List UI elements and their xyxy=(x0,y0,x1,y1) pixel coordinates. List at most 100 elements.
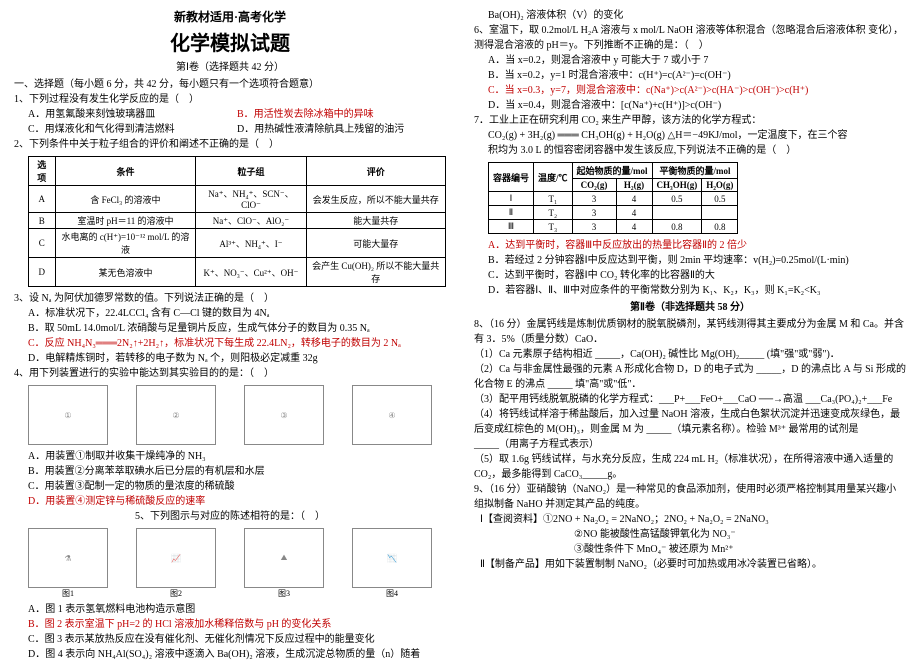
c: CO₂(g) xyxy=(572,179,616,192)
q8-p4b: _____（用离子方程式表示） xyxy=(474,437,906,452)
q9-r3: ③酸性条件下 MnO₄⁻ 被还原为 Mn²⁺ xyxy=(474,542,906,557)
q2-th0: 选项 xyxy=(29,157,56,186)
q3-stem: 3、设 Nₐ 为阿伏加德罗常数的值。下列说法正确的是（ ） xyxy=(14,291,446,306)
q2-th1: 条件 xyxy=(55,157,196,186)
q2-stem: 2、下列条件中关于粒子组合的评价和阐述不正确的是（ ） xyxy=(14,137,446,152)
q6-C: C．当 x=0.3，y=7，则混合溶液中：c(Na⁺)>c(A²⁻)>c(HA⁻… xyxy=(474,83,906,98)
q1-A: A．用氢氟酸来刻蚀玻璃器皿 xyxy=(28,107,237,122)
c: 3 xyxy=(572,220,616,234)
c: 容器编号 xyxy=(489,163,534,192)
q7-stem: 7．工业上正在研究利用 CO₂ 来生产甲醇，该方法的化学方程式： xyxy=(474,113,906,128)
c: 温度/℃ xyxy=(534,163,573,192)
q8-p1: （1）Ca 元素原子结构相近 _____，Ca(OH)₂ 碱性比 Mg(OH)₂… xyxy=(474,347,906,362)
q5-stem: 5、下列图示与对应的陈述相符的是：（ ） xyxy=(14,509,446,524)
header-subtitle: 新教材适用·高考化学 xyxy=(14,8,446,25)
header-title: 化学模拟试题 xyxy=(14,27,446,56)
c: H₂(g) xyxy=(616,179,652,192)
c: 室温时 pH＝11 的溶液中 xyxy=(55,213,196,229)
q3-C: C．反应 NH₄N₃═══2N₂↑+2H₂↑，标准状况下每生成 22.4LN₂，… xyxy=(14,336,446,351)
c: Na⁺、ClO⁻、AlO₂⁻ xyxy=(196,213,306,229)
c: 0.8 xyxy=(702,220,738,234)
q4-fig3: ③ xyxy=(244,385,324,445)
c: Ⅱ xyxy=(489,206,534,220)
l: 图2 xyxy=(137,588,215,599)
c: T₁ xyxy=(534,192,573,206)
q6-B: B．当 x=0.2，y=1 时混合溶液中：c(H⁺)=c(A²⁻)=c(OH⁻) xyxy=(474,68,906,83)
c: K⁺、NO₃⁻、Cu²⁺、OH⁻ xyxy=(196,258,306,287)
c: Na⁺、NH₄⁺、SCN⁻、ClO⁻ xyxy=(196,186,306,213)
q4-fig4: ④ xyxy=(352,385,432,445)
q7-D: D．若容器Ⅰ、Ⅱ、Ⅲ中对应条件的平衡常数分别为 K₁、K₂，K₃，则 K₁=K₂… xyxy=(474,283,906,298)
q4-stem: 4、用下列装置进行的实验中能达到其实验目的的是：（ ） xyxy=(14,366,446,381)
c: 3 xyxy=(572,206,616,220)
c: Al³⁺、NH₄⁺、I⁻ xyxy=(196,229,306,258)
c: 会产生 Cu(OH)₂ 所以不能大量共存 xyxy=(306,258,446,287)
c: 某无色溶液中 xyxy=(55,258,196,287)
q3-D: D．电解精炼铜时，若转移的电子数为 Nₐ 个，则阳极必定减重 32g xyxy=(14,351,446,366)
q2-th3: 评价 xyxy=(306,157,446,186)
q4-fig2: ② xyxy=(136,385,216,445)
c: B xyxy=(29,213,56,229)
q8-p3: （3）配平用钙线脱氧脱磷的化学方程式：___P+___FeO+___CaO ──… xyxy=(474,392,906,407)
q7-B: B．若经过 2 分钟容器Ⅰ中反应达到平衡，则 2min 平均速率：v(H₂)=0… xyxy=(474,253,906,268)
q6-stem: 6、室温下，取 0.2mol/L H₂A 溶液与 x mol/L NaOH 溶液… xyxy=(474,23,906,53)
q4-A: A．用装置①制取并收集干燥纯净的 NH₃ xyxy=(14,449,446,464)
c: A xyxy=(29,186,56,213)
c: 起始物质的量/mol xyxy=(572,163,652,179)
c: 含 FeCl₃ 的溶液中 xyxy=(55,186,196,213)
col2-top: Ba(OH)₂ 溶液体积（V）的变化 xyxy=(474,8,906,23)
c: T₃ xyxy=(534,220,573,234)
c: Ⅰ xyxy=(489,192,534,206)
intro: 一、选择题（每小题 6 分，共 42 分，每小题只有一个选项符合题意） xyxy=(14,77,446,92)
q9-r1: Ⅰ【查阅资料】①2NO + Na₂O₂ = 2NaNO₂；2NO₂ + Na₂O… xyxy=(474,512,906,527)
c: 水电离的 c(H⁺)=10⁻¹² mol/L 的溶液 xyxy=(55,229,196,258)
q2-th2: 粒子组 xyxy=(196,157,306,186)
q9-stem: 9、（16 分）亚硝酸钠（NaNO₂）是一种常见的食品添加剂，使用时必须严格控制… xyxy=(474,482,906,512)
q4-B: B．用装置②分离苯萃取碘水后已分层的有机层和水层 xyxy=(14,464,446,479)
q7-line2: 积均为 3.0 L 的恒容密闭容器中发生该反应,下列说法不正确的是（ ） xyxy=(474,143,906,158)
q5-fig1: ⚗图1 xyxy=(28,528,108,588)
q5-B: B．图 2 表示室温下 pH=2 的 HCl 溶液加水稀释倍数与 pH 的变化关… xyxy=(14,617,446,632)
c: 4 xyxy=(616,220,652,234)
q7-C: C．达到平衡时，容器Ⅰ中 CO₂ 转化率的比容器Ⅱ的大 xyxy=(474,268,906,283)
q6-A: A．当 x=0.2，则混合溶液中 y 可能大于 7 或小于 7 xyxy=(474,53,906,68)
q1-B: B．用活性炭去除冰箱中的异味 xyxy=(237,107,446,122)
q4-fig1: ① xyxy=(28,385,108,445)
q8-stem: 8、（16 分）金属钙线是炼制优质钢材的脱氧脱磷剂，某钙线测得其主要成分为金属 … xyxy=(474,317,906,347)
q8-p4: （4）将钙线试样溶于稀盐酸后，加入过量 NaOH 溶液，生成白色絮状沉淀并迅速变… xyxy=(474,407,906,437)
c: 可能大量存 xyxy=(306,229,446,258)
c: 4 xyxy=(616,206,652,220)
q3-B: B．取 50mL 14.0mol/L 浓硝酸与足量铜片反应，生成气体分子的数目为… xyxy=(14,321,446,336)
q5-D: D．图 4 表示向 NH₄Al(SO₄)₂ 溶液中逐滴入 Ba(OH)₂ 溶液，… xyxy=(14,647,446,662)
c: CH₃OH(g) xyxy=(652,179,702,192)
q4-D: D．用装置④测定锌与稀硫酸反应的速率 xyxy=(14,494,446,509)
q4-C: C．用装置③配制一定的物质的量浓度的稀硫酸 xyxy=(14,479,446,494)
q3-A: A．标准状况下，22.4LCCl₄ 含有 C—Cl 键的数目为 4Nₐ xyxy=(14,306,446,321)
c: 会发生反应，所以不能大量共存 xyxy=(306,186,446,213)
q5-fig4: 📉图4 xyxy=(352,528,432,588)
c: 3 xyxy=(572,192,616,206)
c: D xyxy=(29,258,56,287)
c: C xyxy=(29,229,56,258)
c xyxy=(702,206,738,220)
c: H₂O(g) xyxy=(702,179,738,192)
q1-stem: 1、下列过程没有发生化学反应的是（ ） xyxy=(14,92,446,107)
c: 0.8 xyxy=(652,220,702,234)
q9-r2: ②NO 能被酸性高锰酸钾氧化为 NO₃⁻ xyxy=(474,527,906,542)
q8-p2: （2）Ca 与非金属性最强的元素 A 形成化合物 D，D 的电子式为 _____… xyxy=(474,362,906,392)
q2-table: 选项 条件 粒子组 评价 A含 FeCl₃ 的溶液中Na⁺、NH₄⁺、SCN⁻、… xyxy=(28,156,446,287)
q6-D: D．当 x=0.4，则混合溶液中：[c(Na⁺)+c(H⁺)]>c(OH⁻) xyxy=(474,98,906,113)
q5-A: A．图 1 表示氢氧燃料电池构造示意图 xyxy=(14,602,446,617)
q5-fig2: 📈图2 xyxy=(136,528,216,588)
q1-C: C．用煤液化和气化得到清洁燃料 xyxy=(28,122,237,137)
c: T₂ xyxy=(534,206,573,220)
c: Ⅲ xyxy=(489,220,534,234)
q9-r4: Ⅱ【制备产品】用如下装置制制 NaNO₂（必要时可加热或用冰冷装置已省略）。 xyxy=(474,557,906,572)
c: 平衡物质的量/mol xyxy=(652,163,738,179)
q7-table: 容器编号 温度/℃ 起始物质的量/mol 平衡物质的量/mol CO₂(g) H… xyxy=(488,162,738,234)
q5-C: C．图 3 表示某放热反应在没有催化剂、无催化剂情况下反应过程中的能量变化 xyxy=(14,632,446,647)
q7-A: A．达到平衡时，容器Ⅲ中反应放出的热量比容器Ⅱ的 2 倍少 xyxy=(474,238,906,253)
c xyxy=(652,206,702,220)
section2: 第Ⅱ卷（非选择题共 58 分） xyxy=(474,298,906,313)
l: 图4 xyxy=(353,588,431,599)
